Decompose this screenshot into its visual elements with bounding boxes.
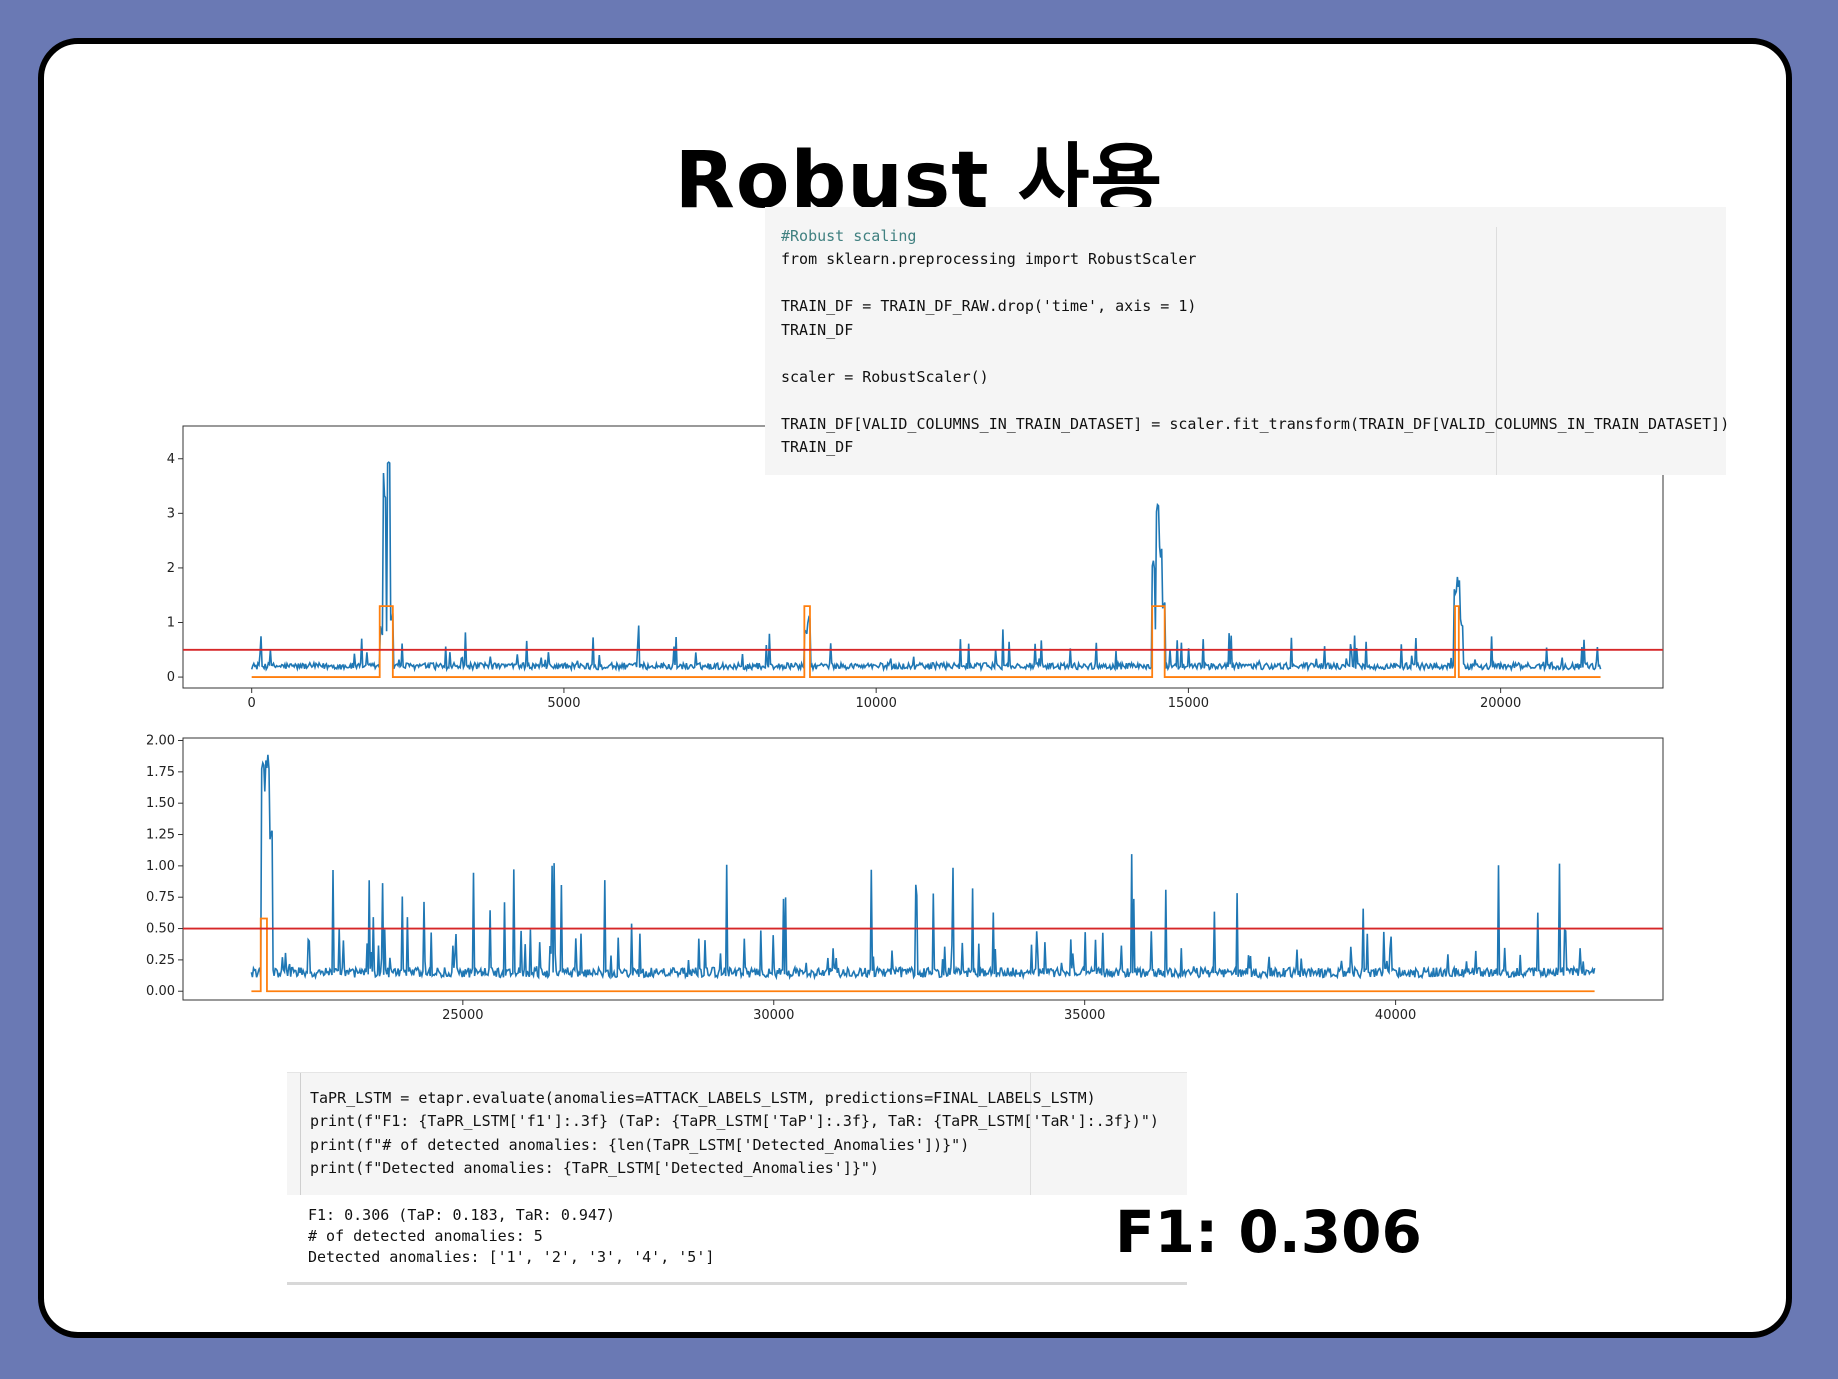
eval-line-3: print(f"# of detected anomalies: {len(Ta… xyxy=(310,1136,970,1154)
code-line-1: #Robust scaling xyxy=(781,227,917,245)
code-line-4: TRAIN_DF = TRAIN_DF_RAW.drop('time', axi… xyxy=(781,297,1197,315)
chart-bottom: 25000 30000 35000 40000 0.00 0.25 0.50 0.75 1.00… xyxy=(146,734,1664,1022)
signal-line xyxy=(250,754,1596,981)
y-tick-label: 1.25 xyxy=(146,828,175,843)
output-line-3: Detected anomalies: ['1', '2', '3', '4',… xyxy=(308,1248,715,1266)
y-tick-label: 1.00 xyxy=(146,859,175,874)
cell-output: F1: 0.306 (TaP: 0.183, TaR: 0.947) # of … xyxy=(287,1196,1187,1285)
y-tick-label: 2 xyxy=(167,561,175,576)
attack-label-line xyxy=(251,605,1601,678)
y-tick-label: 0.00 xyxy=(146,984,175,999)
x-tick-label: 35000 xyxy=(1064,1008,1105,1022)
output-line-2: # of detected anomalies: 5 xyxy=(308,1227,543,1245)
code-line-9: TRAIN_DF[VALID_COLUMNS_IN_TRAIN_DATASET]… xyxy=(781,415,1730,433)
code-cell-divider xyxy=(1496,227,1497,475)
code-line-10: TRAIN_DF xyxy=(781,438,854,456)
y-tick-label: 0.75 xyxy=(146,890,175,905)
x-tick-label: 25000 xyxy=(442,1008,483,1022)
y-tick-label: 1.50 xyxy=(146,796,175,811)
code-cell-gutter xyxy=(300,1073,301,1195)
code-line-5: TRAIN_DF xyxy=(781,321,854,339)
code-line-2: from sklearn.preprocessing import Robust… xyxy=(781,250,1197,268)
x-tick-label: 10000 xyxy=(855,696,896,710)
x-tick-label: 5000 xyxy=(547,696,580,710)
y-tick-label: 4 xyxy=(167,452,175,467)
x-tick-label: 20000 xyxy=(1480,696,1521,710)
y-tick-label: 0 xyxy=(167,670,175,685)
eval-line-2: print(f"F1: {TaPR_LSTM['f1']:.3f} (TaP: … xyxy=(310,1112,1159,1130)
attack-label-line xyxy=(251,917,1595,993)
code-cell-divider xyxy=(1030,1073,1031,1195)
code-line-7: scaler = RobustScaler() xyxy=(781,368,989,386)
output-line-1: F1: 0.306 (TaP: 0.183, TaR: 0.947) xyxy=(308,1206,616,1224)
f1-score-callout: F1: 0.306 xyxy=(1115,1198,1422,1266)
x-tick-label: 40000 xyxy=(1375,1008,1416,1022)
eval-line-1: TaPR_LSTM = etapr.evaluate(anomalies=ATT… xyxy=(310,1089,1096,1107)
eval-line-4: print(f"Detected anomalies: {TaPR_LSTM['… xyxy=(310,1159,879,1177)
y-tick-label: 0.50 xyxy=(146,922,175,937)
y-tick-label: 2.00 xyxy=(146,734,175,749)
x-tick-label: 15000 xyxy=(1168,696,1209,710)
y-tick-label: 3 xyxy=(167,506,175,521)
signal-line xyxy=(250,461,1602,673)
y-tick-label: 1 xyxy=(167,616,175,631)
y-tick-label: 0.25 xyxy=(146,953,175,968)
code-cell-evaluate: TaPR_LSTM = etapr.evaluate(anomalies=ATT… xyxy=(287,1072,1187,1195)
y-tick-label: 1.75 xyxy=(146,765,175,780)
code-cell-robust-scaling: #Robust scaling from sklearn.preprocessi… xyxy=(765,207,1730,475)
x-tick-label: 0 xyxy=(248,696,256,710)
plot-area xyxy=(182,737,1664,1001)
x-tick-label: 30000 xyxy=(753,1008,794,1022)
